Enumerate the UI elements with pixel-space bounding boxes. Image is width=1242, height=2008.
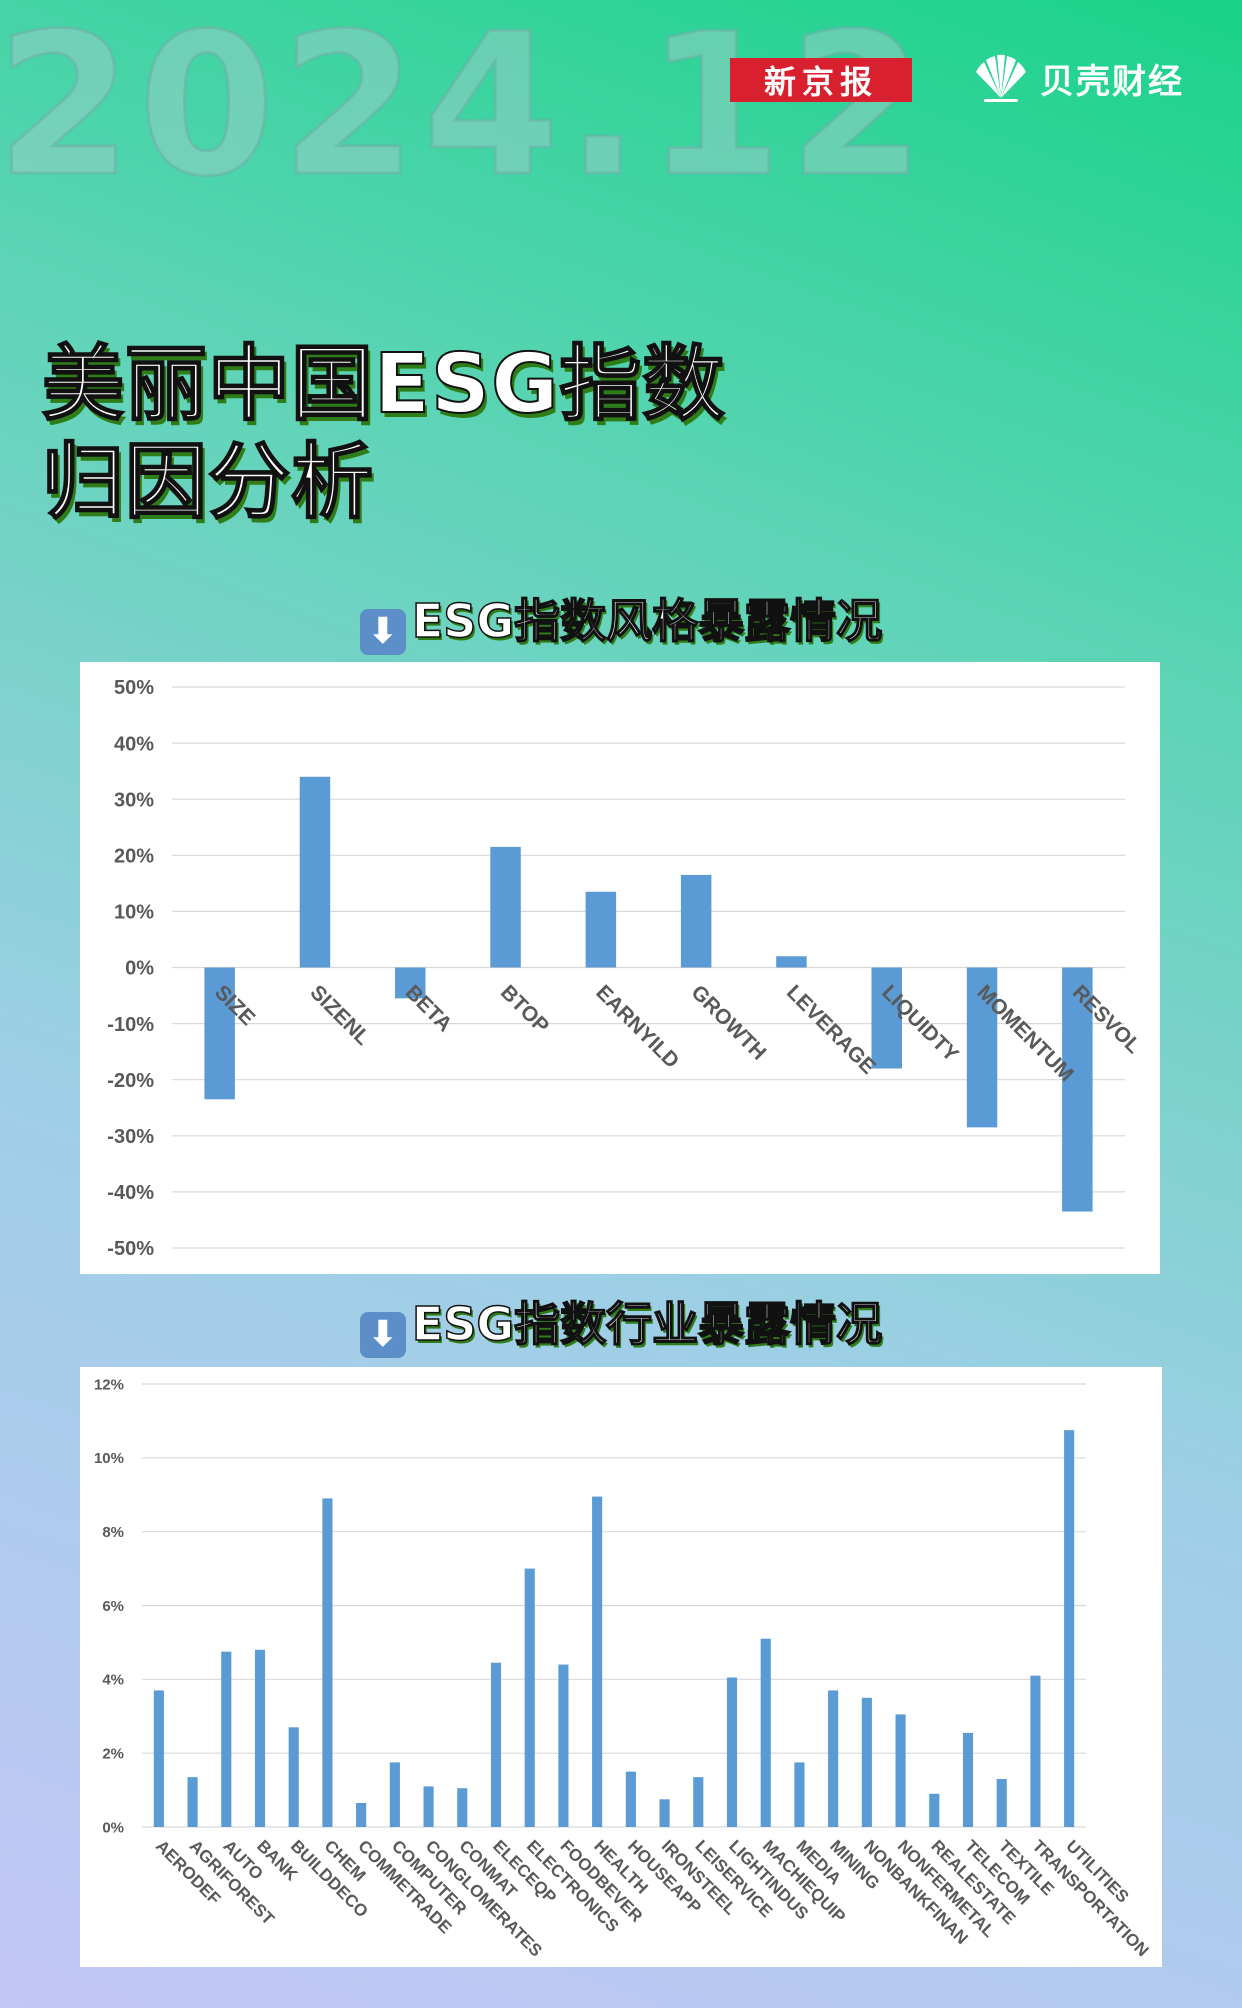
date-watermark: 2024.12: [0, 0, 931, 220]
industry-bar-electronics: [524, 1568, 535, 1827]
industry-bar-media: [794, 1762, 805, 1827]
style-y-tick-label: -50%: [107, 1238, 154, 1260]
style-y-tick-label: 50%: [114, 677, 154, 699]
style-bar-resvol: [1062, 967, 1093, 1212]
xinjingbao-logo: 新京报: [730, 58, 912, 102]
style-y-tick-label: 40%: [114, 733, 154, 755]
style-bar-liquidty: [871, 967, 902, 1069]
industry-bar-mining: [828, 1690, 839, 1827]
style-y-tick-label: -40%: [107, 1182, 154, 1204]
industry-bar-conmat: [457, 1788, 468, 1827]
beike-brand-name: 贝壳财经: [1040, 61, 1184, 102]
style-bar-earnyild: [585, 891, 617, 968]
style-x-tick-label: SIZENL: [305, 981, 374, 1050]
style-y-tick-label: 30%: [114, 789, 154, 811]
style-y-tick-label: 10%: [114, 902, 154, 924]
industry-bar-transportation: [1030, 1675, 1041, 1827]
industry-y-tick-label: 0%: [102, 1819, 124, 1836]
industry-bar-commetrade: [356, 1803, 367, 1827]
down-arrow-icon: ⬇: [359, 1312, 406, 1358]
style-x-tick-label: EARNYILD: [591, 981, 683, 1073]
industry-section-title: ⬇ ESG指数行业暴露情况: [0, 1288, 1242, 1358]
industry-bar-eleceqp: [490, 1662, 502, 1827]
style-exposure-chart: -50% -40% -30% -20% -10% 0% 10% 20% 30% 40% 50% SIZ…: [107, 677, 1145, 1260]
industry-bar-health: [592, 1496, 603, 1827]
style-bar-btop: [490, 846, 521, 968]
style-section-title: ⬇ ESG指数风格暴露情况: [0, 585, 1242, 655]
industry-bar-ironsteel: [659, 1799, 670, 1827]
industry-bar-builddeco: [288, 1727, 299, 1827]
industry-bar-agriforest: [187, 1777, 198, 1827]
style-bar-leverage: [776, 956, 807, 968]
industry-bar-leiservice: [693, 1777, 704, 1827]
shell-fan-icon: [976, 54, 1026, 102]
industry-bar-telecom: [962, 1732, 974, 1827]
industry-y-tick-label: 6%: [102, 1598, 124, 1615]
industry-bar-nonbankfinan: [861, 1697, 872, 1827]
style-x-tick-label: BETA: [401, 981, 457, 1037]
page-title-line1: 美丽中国ESG指数: [41, 336, 726, 433]
industry-bar-realestate: [929, 1793, 940, 1827]
industry-bar-machiequip: [760, 1638, 771, 1827]
industry-bar-utilities: [1064, 1430, 1075, 1827]
industry-y-tick-label: 8%: [102, 1524, 124, 1541]
style-y-tick-label: 20%: [114, 846, 154, 868]
industry-bar-chem: [322, 1498, 333, 1827]
industry-y-tick-label: 4%: [102, 1672, 124, 1689]
industry-bar-foodbever: [558, 1664, 569, 1827]
style-chart-panel: -50% -40% -30% -20% -10% 0% 10% 20% 30% 40% 50% SIZ…: [80, 662, 1160, 1274]
style-y-tick-label: 0%: [125, 958, 154, 980]
industry-y-tick-label: 12%: [94, 1376, 124, 1393]
style-bar-growth: [680, 874, 712, 968]
style-bar-size: [204, 967, 235, 1100]
industry-bar-auto: [221, 1651, 232, 1827]
industry-bar-computer: [389, 1762, 400, 1827]
style-y-tick-label: -30%: [107, 1126, 154, 1148]
style-y-tick-label: -20%: [107, 1070, 154, 1092]
page-title-line2: 归因分析: [41, 434, 375, 531]
industry-bar-lightindus: [726, 1677, 738, 1827]
style-bar-momentum: [966, 967, 998, 1128]
industry-chart-panel: 0% 2% 4% 6% 8% 10% 12% AERODEF AGRIFOREST AUTO BAN…: [80, 1367, 1162, 1967]
industry-bar-bank: [254, 1649, 266, 1827]
style-section-label: ESG指数风格暴露情况: [411, 593, 883, 649]
style-bar-sizenl: [299, 776, 331, 968]
industry-bar-textile: [996, 1779, 1007, 1827]
style-y-tick-label: -10%: [107, 1014, 154, 1036]
page-title: 美丽中国ESG指数 归因分析: [41, 336, 726, 532]
industry-section-label: ESG指数行业暴露情况: [411, 1296, 883, 1352]
style-x-tick-label: GROWTH: [687, 981, 771, 1065]
industry-bar-aerodef: [153, 1690, 164, 1827]
beike-logo: 贝壳财经: [970, 50, 1184, 106]
industry-y-tick-label: 10%: [94, 1450, 124, 1467]
industry-bar-houseapp: [625, 1771, 636, 1827]
style-bar-beta: [395, 967, 426, 999]
industry-y-tick-label: 2%: [102, 1746, 124, 1763]
down-arrow-icon: ⬇: [359, 609, 406, 655]
industry-bar-nonfermetal: [895, 1714, 906, 1827]
style-x-tick-label: BTOP: [496, 981, 553, 1038]
industry-exposure-chart: 0%2%4%6%8%10%12%AERODEFAGRIFORESTAUTOBAN…: [94, 1376, 1152, 1960]
style-x-tick-label: LEVERAGE: [782, 981, 880, 1079]
industry-bar-conglomerates: [423, 1786, 434, 1827]
